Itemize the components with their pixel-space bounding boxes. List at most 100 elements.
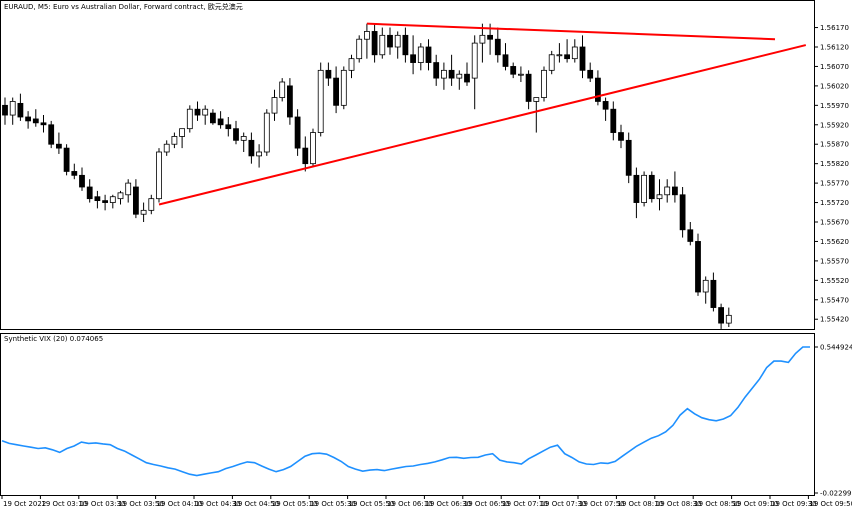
bullish-candle: [148, 198, 155, 211]
price-tick-label: 1.55670: [820, 219, 849, 227]
bullish-candle: [202, 108, 209, 116]
bullish-candle: [479, 34, 486, 44]
bullish-candle: [310, 132, 316, 165]
bullish-candle: [440, 69, 447, 79]
price-tick-label: 1.55470: [820, 296, 849, 304]
trendline[interactable]: [158, 44, 807, 206]
bearish-candle: [333, 77, 340, 106]
time-tick-label: 19 Oct 08:30: [656, 500, 702, 508]
time-tick-label: 19 Oct 08:50: [694, 500, 740, 508]
price-panel-frame: [0, 0, 815, 330]
time-tick-label: 19 Oct 08:10: [617, 500, 663, 508]
time-tick-label: 19 Oct 04:50: [233, 500, 279, 508]
time-tick-label: 19 Oct 06:30: [425, 500, 471, 508]
bearish-candle: [387, 34, 393, 48]
bullish-candle: [556, 54, 563, 57]
bullish-candle: [541, 69, 547, 98]
trendline[interactable]: [366, 22, 776, 41]
price-tick-label: 1.56070: [820, 63, 849, 71]
time-tick-label: 19 Oct 06:10: [387, 500, 433, 508]
time-tick-label: 19 Oct 04:30: [195, 500, 241, 508]
bullish-candle: [140, 209, 147, 215]
bullish-candle: [571, 46, 578, 60]
bearish-candle: [86, 186, 93, 200]
bearish-candle: [502, 54, 509, 67]
bearish-candle: [464, 73, 470, 83]
bearish-candle: [487, 34, 494, 40]
price-tick-label: 1.55420: [820, 316, 849, 324]
time-tick-label: 19 Oct 04:10: [157, 500, 203, 508]
price-tick-label: 1.55570: [820, 257, 849, 265]
time-tick-label: 19 Oct 03:50: [118, 500, 164, 508]
bearish-candle: [510, 66, 517, 75]
bearish-candle: [618, 132, 624, 141]
bullish-candle: [356, 38, 363, 60]
bearish-candle: [710, 279, 717, 308]
bearish-candle: [718, 307, 724, 324]
bullish-candle: [417, 46, 424, 63]
bearish-candle: [325, 69, 332, 79]
bearish-candle: [648, 174, 655, 200]
price-tick-label: 1.56170: [820, 24, 849, 32]
bullish-candle: [179, 128, 186, 137]
bearish-candle: [17, 102, 24, 118]
bearish-candle: [233, 128, 239, 141]
price-tick-label: 1.55820: [820, 160, 849, 168]
bearish-candle: [63, 147, 70, 172]
time-tick-label: 19 Oct 09:10: [733, 500, 779, 508]
bearish-candle: [132, 186, 139, 215]
bullish-candle: [9, 101, 16, 116]
time-tick-label: 19 Oct 07:30: [541, 500, 587, 508]
bearish-candle: [625, 139, 632, 176]
bullish-candle: [471, 42, 478, 79]
bullish-candle: [156, 151, 162, 200]
bullish-candle: [363, 31, 370, 40]
bearish-candle: [32, 118, 39, 124]
bullish-candle: [163, 143, 170, 153]
bullish-candle: [394, 34, 401, 48]
price-tick-label: 1.56120: [820, 44, 849, 52]
indicator-series: [1, 346, 810, 477]
bearish-candle: [672, 186, 678, 196]
bearish-candle: [294, 116, 301, 149]
time-tick-label: 19 Oct 05:30: [310, 500, 356, 508]
time-tick-label: 19 Oct 05:50: [349, 500, 395, 508]
bullish-candle: [340, 69, 347, 106]
bearish-candle: [248, 139, 255, 157]
indicator-tick-label: 0.544924: [820, 344, 852, 352]
bullish-candle: [117, 192, 124, 200]
bullish-candle: [240, 136, 247, 141]
bullish-candle: [641, 174, 647, 203]
bearish-candle: [433, 62, 440, 79]
time-tick-label: 19 Oct 07:50: [579, 500, 625, 508]
time-tick-label: 19 Oct 09:50: [809, 500, 852, 508]
bearish-candle: [2, 104, 8, 116]
bearish-candle: [94, 196, 101, 202]
price-tick-label: 1.55970: [820, 102, 849, 110]
bearish-candle: [595, 77, 601, 102]
bullish-candle: [456, 73, 463, 79]
bearish-candle: [425, 46, 432, 63]
bullish-candle: [379, 34, 386, 56]
bullish-candle: [186, 108, 193, 130]
bearish-candle: [48, 124, 55, 145]
bearish-candle: [286, 85, 293, 118]
bearish-candle: [687, 229, 694, 242]
bullish-candle: [725, 314, 732, 324]
trendline-annotations: [158, 22, 807, 206]
bullish-candle: [125, 182, 132, 196]
bullish-candle: [664, 186, 671, 196]
bearish-candle: [564, 54, 570, 60]
time-tick-label: 19 Oct 06:50: [464, 500, 510, 508]
bearish-candle: [448, 69, 455, 79]
bearish-candle: [602, 101, 609, 110]
bearish-candle: [209, 112, 216, 124]
bearish-candle: [56, 143, 62, 149]
bullish-candle: [263, 112, 270, 153]
time-tick-label: 19 Oct 07:10: [502, 500, 548, 508]
time-tick-label: 19 Oct 03:30: [80, 500, 126, 508]
indicator-axis: 0.544924 -0.022992: [814, 344, 852, 498]
bearish-candle: [410, 54, 417, 63]
bullish-candle: [348, 58, 355, 71]
